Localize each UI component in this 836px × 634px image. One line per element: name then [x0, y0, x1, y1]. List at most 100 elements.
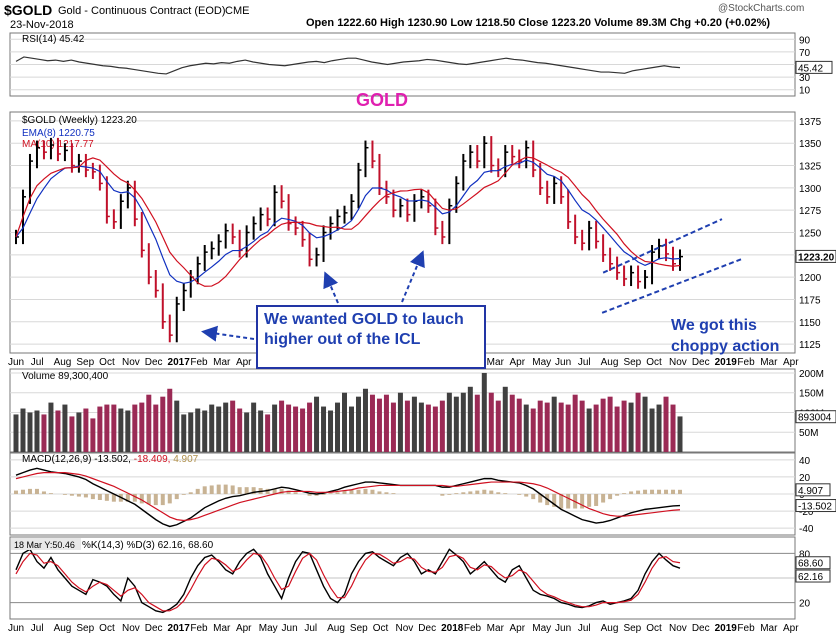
bottom-x-label: Nov — [669, 623, 687, 634]
volume-bar — [348, 406, 354, 452]
volume-bar — [41, 414, 47, 452]
volume-bar — [621, 400, 627, 452]
bottom-x-label: Aug — [327, 623, 345, 634]
volume-bar — [628, 402, 634, 452]
volume-bar — [369, 394, 375, 452]
macd-histogram-bar — [678, 489, 682, 494]
macd-histogram-bar — [321, 494, 326, 495]
volume-bar — [446, 392, 452, 452]
chart-date: 23-Nov-2018 — [10, 19, 74, 31]
price-x-label: Mar — [213, 357, 231, 368]
macd-hist-value: 4.907 — [798, 486, 823, 497]
channel-upper-line — [602, 218, 723, 274]
price-tick-label: 1175 — [799, 295, 821, 306]
macd-histogram-bar — [489, 490, 494, 494]
price-x-label: Mar — [760, 357, 778, 368]
volume-bar — [439, 400, 445, 452]
macd-histogram-bar — [531, 494, 536, 500]
bottom-x-label: May — [259, 623, 278, 634]
volume-bar — [188, 412, 194, 452]
price-x-label: Oct — [99, 357, 115, 368]
macd-histogram-bar — [216, 484, 221, 494]
macd-histogram-bar — [552, 494, 557, 507]
macd-histogram-bar — [440, 494, 445, 496]
macd-value-tag — [795, 499, 836, 513]
volume-bar — [111, 404, 117, 452]
macd-histogram-bar — [566, 494, 571, 509]
macd-histogram-bar — [342, 490, 347, 494]
volume-bar — [118, 408, 124, 452]
stoch-label: %K(14,3) %D(3) 62.16, 68.60 — [82, 540, 214, 551]
channel-lower-line — [601, 258, 742, 314]
volume-bar — [530, 408, 536, 452]
volume-bar — [209, 404, 215, 452]
chart-title: GOLD — [356, 90, 408, 110]
bottom-x-label: Jun — [282, 623, 298, 634]
price-x-label: Dec — [692, 357, 710, 368]
price-tick-label: 1125 — [799, 340, 821, 351]
volume-bar — [342, 392, 348, 452]
volume-bar — [509, 394, 515, 452]
volume-tick-label: 50M — [799, 428, 818, 439]
volume-bar — [607, 396, 613, 452]
volume-bar — [34, 410, 40, 452]
volume-bar — [62, 404, 68, 452]
volume-bar — [153, 404, 159, 452]
arrow-to-low — [201, 325, 255, 342]
macd-histogram-bar — [664, 489, 669, 494]
volume-bar — [258, 410, 264, 452]
macd-histogram-bar — [90, 494, 95, 500]
price-x-label: Jul — [578, 357, 591, 368]
rsi-line — [15, 56, 681, 75]
price-x-label: Oct — [646, 357, 662, 368]
macd-histogram-bar — [76, 494, 81, 497]
price-x-label: Sep — [76, 357, 94, 368]
macd-histogram-bar — [125, 494, 130, 502]
macd-histogram-bar — [167, 494, 172, 504]
macd-histogram-bar — [629, 491, 634, 494]
price-tick-label: 1300 — [799, 184, 822, 195]
volume-bar — [516, 398, 522, 452]
price-value-tag — [795, 249, 836, 263]
volume-bar — [453, 396, 459, 452]
macd-histogram-bar — [335, 492, 340, 494]
macd-histogram-bar — [237, 487, 242, 494]
volume-bar — [307, 402, 313, 452]
bottom-x-label: Jul — [304, 623, 317, 634]
volume-label: Volume 89,300,400 — [22, 371, 109, 382]
macd-histogram-bar — [223, 484, 228, 494]
macd-histogram-bar — [188, 492, 193, 494]
volume-bar — [432, 406, 438, 452]
stoch-corner-bg — [11, 538, 81, 550]
open-label: Open — [306, 17, 335, 29]
macd-tick-label: 20 — [799, 473, 811, 484]
macd-histogram-bar — [195, 488, 200, 494]
volume-bar — [642, 396, 648, 452]
volume-bar — [586, 408, 592, 452]
volume-bar — [418, 402, 424, 452]
macd-histogram-bar — [622, 493, 627, 494]
close-value: 1223.20 — [551, 17, 592, 29]
macd-histogram-bar — [356, 489, 361, 494]
bottom-x-label: Aug — [54, 623, 72, 634]
volume-bar — [90, 418, 96, 452]
macd-histogram-bar — [209, 485, 214, 494]
volume-bar — [390, 402, 396, 452]
volume-bar — [670, 404, 676, 452]
volume-bar — [69, 416, 75, 452]
volume-bar — [279, 400, 285, 452]
stoch-k-line — [15, 548, 681, 614]
macd-histogram-bar — [244, 487, 249, 494]
volume-bar — [293, 406, 299, 452]
volume-bar — [649, 408, 655, 452]
macd-histogram-bar — [230, 485, 235, 494]
volume-value: 89.3M — [636, 17, 667, 29]
stoch-k-value: 62.16 — [798, 572, 823, 583]
volume-bar — [300, 408, 306, 452]
ema-legend: EMA(8) 1220.75 — [22, 128, 95, 139]
price-x-label: 2017 — [168, 357, 191, 368]
volume-bar — [467, 386, 473, 452]
macd-label-hist: 4.907 — [173, 454, 198, 465]
macd-label-value: -13.502, — [94, 454, 133, 465]
volume-bar — [55, 410, 61, 452]
